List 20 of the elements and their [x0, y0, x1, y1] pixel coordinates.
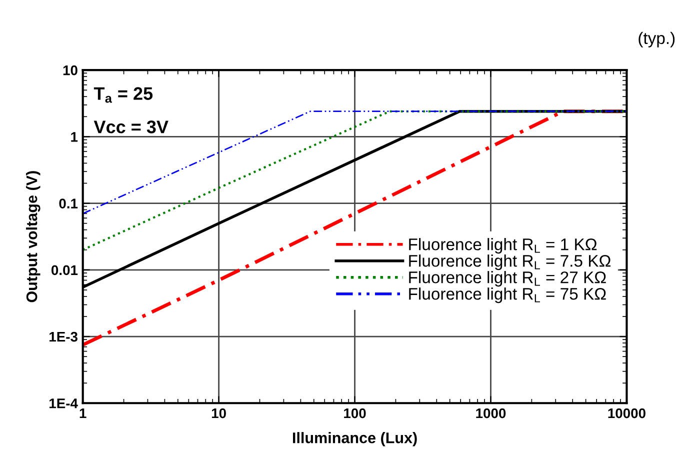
x-tick-label: 10000 [608, 408, 646, 418]
legend-label: Fluorence light R$_{L}$ = 75 KΩ [409, 288, 606, 304]
text: (typ.) [638, 32, 675, 48]
y-tick-label: 1 [71, 132, 78, 142]
legend-label: Fluorence light R$_{L}$ = 1 KΩ [409, 238, 597, 254]
y-axis-title: Output voltage (V) [26, 171, 40, 302]
annotation: Vcc = 3V [94, 120, 168, 134]
y-tick-label: 0.01 [51, 265, 78, 276]
annotation: T$_{a}$ = 25 [94, 87, 153, 103]
y-tick-label: 1E-4 [50, 398, 78, 408]
x-tick-label: 100 [344, 408, 366, 418]
y-tick-label: 0.1 [59, 198, 78, 208]
legend-label: Fluorence light R$_{L}$ = 27 KΩ [409, 271, 606, 287]
x-tick-label: 1 [80, 408, 86, 418]
legend-label: Fluorence light R$_{L}$ = 7.5 KΩ [409, 254, 610, 270]
x-axis-title: Illuminance (Lux) [292, 432, 417, 446]
y-tick-label: 1E-3 [50, 332, 78, 342]
x-tick-label: 1000 [476, 408, 506, 418]
y-tick-label: 10 [63, 65, 78, 76]
x-tick-label: 10 [212, 408, 226, 418]
